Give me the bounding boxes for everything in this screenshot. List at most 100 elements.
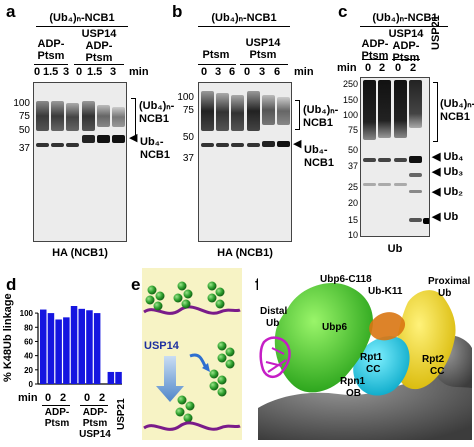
ub-ball [207,293,217,303]
panel-d-chart: 0 20 40 60 80 100 [20,306,122,389]
panel-d-group-2: ADP- Ptsm USP14 [79,407,111,440]
label-rpn1: Rpn1 [340,376,365,387]
panel-d-min: min [18,392,38,404]
rpt1-surface [353,336,410,396]
bar-2 [47,313,55,384]
substrate-top [143,305,241,315]
panel-f-structure: Ubp6-C118 Ub-K11 Proximal Ub Distal Ub U… [258,268,472,440]
panel-a-bracket [131,98,136,138]
distal-ub-ribbon [259,336,291,378]
y-tick-label: 80 [24,323,33,332]
ub-ball [155,291,165,301]
panel-a-min: min [129,66,149,78]
panel-d-underline-2 [80,405,108,406]
panel-a-underline-2 [74,64,124,65]
ub-ball [173,293,183,303]
panel-b-bracket-label: (Ub₄)ₙ- NCB1 [303,104,339,129]
y-tick-label: 40 [24,352,33,361]
ub-ball [217,387,227,397]
panel-b-substrate: (Ub₄)ₙ-NCB1 [211,12,277,24]
panel-f-label: f [255,275,261,294]
panel-d-group-1: ADP- Ptsm [44,407,70,429]
panel-e-schematic: USP14 [142,268,242,440]
ub-ball [147,285,157,295]
panel-d-underline-1 [42,405,70,406]
ub-ball [185,401,195,411]
ub-ball [207,281,217,291]
ubp6-surface [274,282,373,393]
ub-ball [225,347,235,357]
panel-d-usp21: USP21 [116,398,127,430]
panel-c-label: c [338,2,348,21]
y-tick-label: 100 [20,309,34,318]
blot-a [33,82,127,242]
ub-ball [177,281,187,291]
bar-7 [86,310,93,384]
panel-c-substrate: (Ub₄)ₙ-NCB1 [372,12,438,24]
panel-a-times: 0 1.5 3 0 1.5 3 [34,66,117,78]
label-proximal: Proximal [428,276,470,287]
ub-ball [217,353,227,363]
y-tick-label: 0 [29,380,34,389]
panel-d-times: 0 2 0 2 [45,392,106,404]
label-ub-k11: Ub-K11 [368,286,403,297]
panel-b-condition-1: Ptsm [202,49,230,61]
panel-c-min: min [337,62,357,74]
panel-a-label: a [6,2,16,21]
panel-c-substrate-line [360,26,448,27]
bar-9 [107,371,115,384]
panel-c-blot-label: Ub [387,243,403,255]
bar-3 [55,319,62,384]
ub-ball [217,341,227,351]
panel-a-markers: 100 75 50 37 [13,98,30,154]
ub-ball [145,295,155,305]
y-tick-label: 60 [24,337,33,346]
panel-b-blot-label: HA (NCB1) [217,247,273,259]
substrate-bottom [143,421,241,431]
panel-b-markers: 100 75 50 37 [177,92,194,164]
panel-a-condition-2: USP14 ADP- Ptsm [81,28,117,64]
ub-ball [217,375,227,385]
panel-e-label: e [131,275,141,294]
panel-a-arrow-label: Ub₄- NCB1 [140,136,170,161]
rpt2-surface [394,290,456,390]
bar-1 [40,309,47,384]
panel-a-substrate: (Ub₄)ₙ-NCB1 [49,12,115,24]
label-rpt1-cc: CC [366,364,380,375]
cleave-arrowhead [202,363,210,372]
ub-ball [225,359,235,369]
ub-ball [177,395,187,405]
label-distal: Distal [260,306,287,317]
panel-b-arrow-label: Ub₄- NCB1 [304,144,334,169]
bar-8 [93,313,101,384]
panel-c-times: 0 2 0 2 [365,62,417,74]
label-distal-ub: Ub [266,318,279,329]
panel-a-underline-1 [34,64,68,65]
panel-c-bracket-label: (Ub₄)ₙ- NCB1 [440,98,474,123]
panel-b-underline-1 [198,64,236,65]
panel-a-arrow: ◀ [129,132,138,144]
process-arrow [156,356,184,402]
panel-a-substrate-line [36,26,128,27]
y-tick-label: 20 [24,366,33,375]
ub-ball [181,299,191,309]
label-rpt1: Rpt1 [360,352,383,363]
panel-a-condition-1: ADP- Ptsm [37,38,65,62]
label-rpt2: Rpt2 [422,354,445,365]
panel-b-min: min [294,66,314,78]
panel-b-label: b [172,2,183,21]
panel-c-underline-2 [392,59,420,60]
label-proximal-ub: Ub [438,288,451,299]
panel-b-bracket [295,100,300,130]
panel-a-bracket-label: (Ub₄)ₙ- NCB1 [139,100,175,125]
ub-ball [153,301,163,311]
ub-ball [183,289,193,299]
panel-c-condition-2: USP14 ADP- Ptsm [388,28,424,64]
bar-6 [78,308,85,384]
proximal-ub-ribbon [369,312,406,341]
panel-d-label: d [6,275,17,294]
bar-10 [115,371,122,384]
panel-b-arrow: ◀ [293,138,302,150]
ub-ball [209,381,219,391]
label-rpt2-cc: CC [430,366,444,377]
